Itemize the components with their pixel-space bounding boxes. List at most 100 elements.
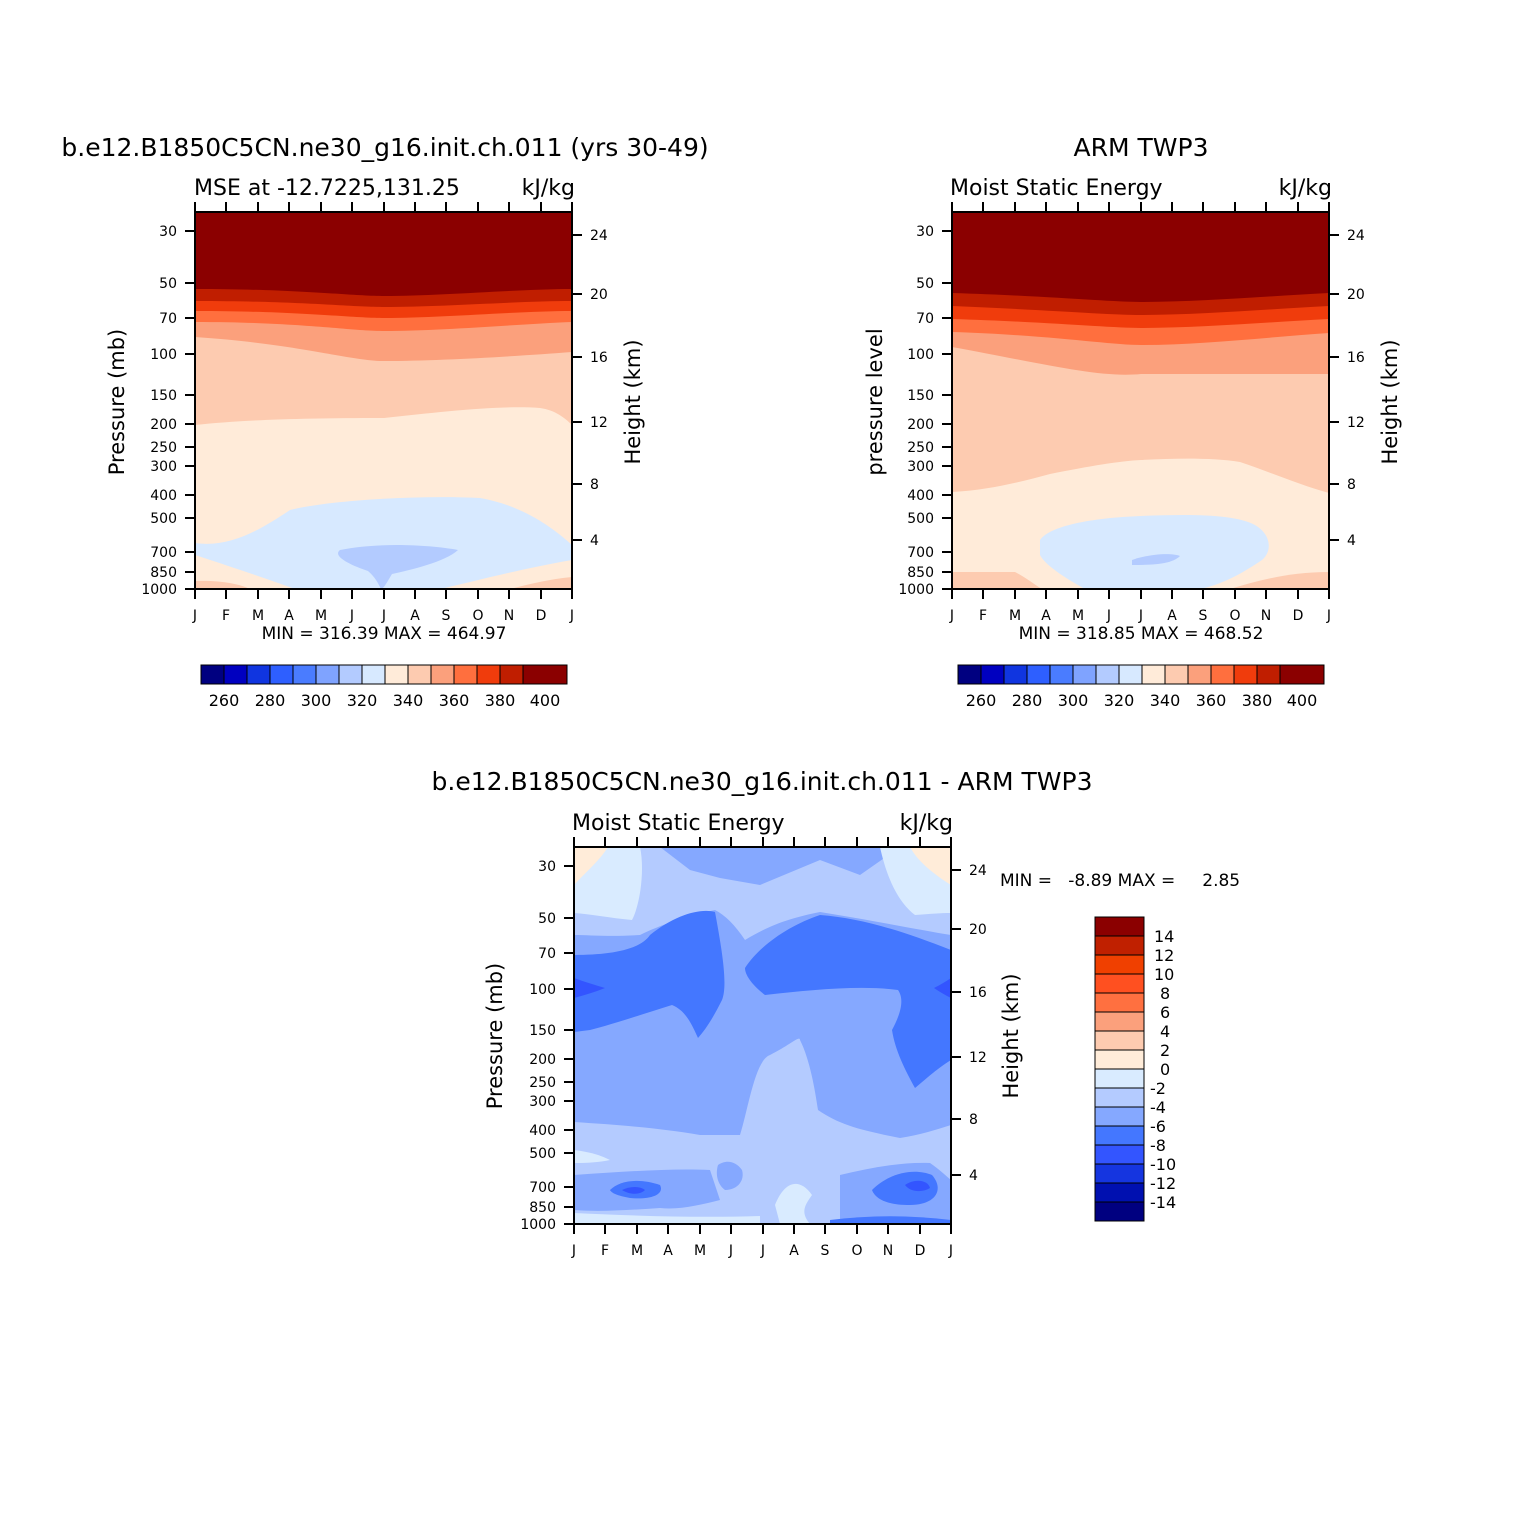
month-tick-label: S [1199,608,1208,624]
height-tick-label: 4 [1347,533,1356,549]
height-tick-label: 20 [969,922,987,938]
colorbar-label: -14 [1150,1193,1176,1212]
y-axis-label-right: Height (km) [621,339,645,464]
panel-obs: ARM TWP3 Moist Static Energy kJ/kg 30 50… [863,133,1402,710]
month-tick-label: S [442,608,451,624]
month-tick-label: D [1293,608,1304,624]
colorbar-label: 320 [1104,691,1135,710]
month-tick-label: F [979,608,987,624]
month-tick-label: J [349,608,354,624]
height-tick-label: 8 [1347,477,1356,493]
colorbar-label: 340 [393,691,424,710]
colorbar-label: 360 [439,691,470,710]
colorbar-label: 400 [1287,691,1318,710]
month-tick-label: J [1106,608,1111,624]
pressure-tick-label: 300 [150,459,177,475]
pressure-tick-label: 500 [529,1146,556,1162]
pressure-tick-label: 500 [150,511,177,527]
pressure-tick-label: 250 [150,440,177,456]
colorbar-label: -12 [1150,1174,1176,1193]
month-tick-label: A [284,608,294,624]
pressure-tick-label: 300 [907,459,934,475]
month-tick-label: J [1138,608,1143,624]
colorbar-label: 14 [1154,927,1174,946]
month-ticks: J F M A M J J A S O N D J [949,202,1331,624]
month-tick-label: M [315,608,327,624]
pressure-tick-label: 500 [907,511,934,527]
colorbar-label: -8 [1150,1136,1166,1155]
pressure-tick-label: 1000 [141,582,177,598]
colorbar-label: 280 [1012,691,1043,710]
month-tick-label: D [536,608,547,624]
pressure-tick-label: 250 [529,1075,556,1091]
month-tick-label: M [631,1243,643,1259]
month-tick-label: O [472,608,483,624]
height-ticks: 24 20 16 12 8 4 [572,228,608,549]
panel-subtitle: Moist Static Energy [572,811,785,836]
height-tick-label: 20 [590,287,608,303]
month-tick-label: S [821,1243,830,1259]
pressure-tick-label: 50 [538,911,556,927]
colorbar-label: 6 [1160,1003,1170,1022]
month-tick-label: O [1229,608,1240,624]
colorbar-label: -2 [1150,1079,1166,1098]
colorbar-label: 300 [301,691,332,710]
height-ticks: 24 20 16 12 8 4 [951,863,987,1184]
panel-title: b.e12.B1850C5CN.ne30_g16.init.ch.011 - A… [432,767,1093,796]
month-tick-label: M [1072,608,1084,624]
month-tick-label: J [1326,608,1331,624]
colorbar-label: 10 [1154,965,1174,984]
y-axis-label: pressure level [863,328,887,475]
panel-units: kJ/kg [1279,176,1332,201]
month-tick-label: J [949,608,954,624]
colorbar: 260 280 300 320 340 360 380 400 [200,664,568,710]
colorbar-label: -10 [1150,1155,1176,1174]
pressure-tick-label: 700 [907,545,934,561]
pressure-tick-label: 30 [159,224,177,240]
panel-model: b.e12.B1850C5CN.ne30_g16.init.ch.011 (yr… [61,133,708,710]
month-tick-label: A [789,1243,799,1259]
pressure-ticks: 30 50 70 100 150 200 250 300 400 500 700… [141,224,195,598]
contour-field [574,847,951,1224]
panel-title: b.e12.B1850C5CN.ne30_g16.init.ch.011 (yr… [61,133,708,162]
min-max-readout: MIN = 318.85 MAX = 468.52 [1019,624,1264,644]
height-tick-label: 8 [590,477,599,493]
y-axis-label: Pressure (mb) [483,963,507,1110]
pressure-tick-label: 100 [150,347,177,363]
panel-diff: b.e12.B1850C5CN.ne30_g16.init.ch.011 - A… [432,767,1241,1259]
pressure-tick-label: 30 [538,859,556,875]
panel-subtitle: Moist Static Energy [950,176,1163,201]
colorbar-label: 280 [255,691,286,710]
month-tick-label: F [601,1243,609,1259]
y-axis-label: Pressure (mb) [105,329,129,476]
min-max-readout: MIN = -8.89 MAX = 2.85 [1000,871,1240,891]
contour-field [195,212,572,589]
height-tick-label: 16 [590,350,608,366]
pressure-tick-label: 150 [529,1023,556,1039]
pressure-tick-label: 850 [907,565,934,581]
pressure-tick-label: 850 [529,1200,556,1216]
height-tick-label: 24 [969,863,987,879]
height-tick-label: 24 [590,228,608,244]
pressure-tick-label: 250 [907,440,934,456]
height-tick-label: 24 [1347,228,1365,244]
height-tick-label: 12 [590,415,608,431]
colorbar-label: 260 [966,691,997,710]
pressure-tick-label: 300 [529,1094,556,1110]
pressure-tick-label: 50 [159,276,177,292]
colorbar-label: 320 [347,691,378,710]
pressure-tick-label: 1000 [520,1217,556,1233]
month-tick-label: D [915,1243,926,1259]
pressure-tick-label: 100 [907,347,934,363]
month-tick-label: M [1009,608,1021,624]
month-tick-label: M [252,608,264,624]
month-tick-label: J [571,1243,576,1259]
colorbar-label: 8 [1160,984,1170,1003]
pressure-tick-label: 200 [529,1052,556,1068]
month-tick-label: O [851,1243,862,1259]
colorbar-label: 300 [1058,691,1089,710]
height-tick-label: 8 [969,1112,978,1128]
colorbar-label: 12 [1154,946,1174,965]
pressure-tick-label: 400 [529,1123,556,1139]
